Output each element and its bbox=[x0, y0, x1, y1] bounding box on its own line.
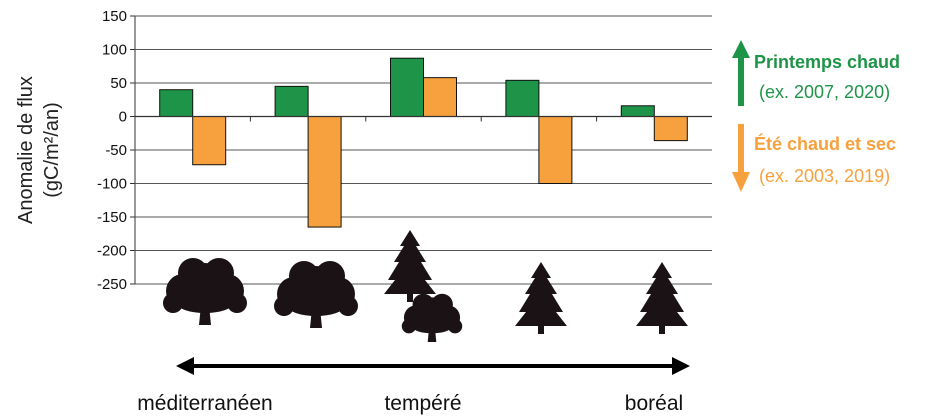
y-tick-label: 100 bbox=[102, 42, 127, 59]
bar-spring bbox=[274, 85, 309, 117]
y-tick-label: -150 bbox=[97, 209, 127, 226]
y-tick-label: -250 bbox=[97, 276, 127, 293]
y-axis: 150 100 50 0 -50 -100 -150 -200 -250 bbox=[97, 8, 598, 293]
legend-title-summer: Été chaud et sec bbox=[754, 133, 896, 154]
legend: Printemps chaud (ex. 2007, 2020) Été cha… bbox=[732, 40, 900, 192]
bar-spring bbox=[390, 57, 424, 117]
bar-summer bbox=[192, 116, 227, 166]
conifer-tree-icon bbox=[384, 230, 436, 302]
broadleaf-tree-icon bbox=[163, 258, 247, 325]
conifer-tree-icon bbox=[515, 262, 567, 334]
biome-label-mediterranean: méditerranéen bbox=[137, 392, 272, 415]
legend-item-summer: Été chaud et sec (ex. 2003, 2019) bbox=[732, 124, 896, 192]
biome-axis: méditerranéen tempéré boréal bbox=[137, 357, 690, 415]
y-tick-label: 0 bbox=[119, 109, 127, 126]
bar-summer bbox=[538, 116, 573, 184]
bar-spring bbox=[159, 89, 194, 117]
arrow-left-icon bbox=[176, 357, 194, 375]
bar-summer bbox=[423, 77, 457, 117]
y-tick-label: 150 bbox=[102, 8, 127, 25]
biome-label-boreal: boréal bbox=[625, 392, 683, 415]
legend-title-spring: Printemps chaud bbox=[754, 52, 900, 72]
broadleaf-tree-icon bbox=[274, 261, 358, 328]
bar-spring bbox=[620, 105, 655, 117]
bar-summer bbox=[653, 116, 688, 142]
tree-icons bbox=[163, 230, 688, 342]
biome-label-temperate: tempéré bbox=[384, 392, 461, 415]
y-tick-label: -50 bbox=[105, 142, 127, 159]
legend-item-spring: Printemps chaud (ex. 2007, 2020) bbox=[732, 40, 900, 106]
bar-spring bbox=[505, 79, 540, 117]
y-axis-label-line2: (gC/m²/an) bbox=[41, 102, 63, 198]
conifer-tree-icon bbox=[636, 262, 688, 334]
arrow-down-icon bbox=[732, 124, 750, 192]
bar-summer bbox=[307, 116, 342, 228]
arrow-up-icon bbox=[732, 40, 750, 106]
y-axis-label-line1: Anomalie de flux bbox=[15, 76, 37, 224]
y-tick-label: -100 bbox=[97, 176, 127, 193]
legend-subtitle-spring: (ex. 2007, 2020) bbox=[759, 82, 890, 102]
y-tick-label: -200 bbox=[97, 243, 127, 260]
legend-subtitle-summer: (ex. 2003, 2019) bbox=[759, 166, 890, 186]
arrow-right-icon bbox=[672, 357, 690, 375]
bars bbox=[135, 57, 712, 228]
y-tick-label: 50 bbox=[110, 75, 127, 92]
